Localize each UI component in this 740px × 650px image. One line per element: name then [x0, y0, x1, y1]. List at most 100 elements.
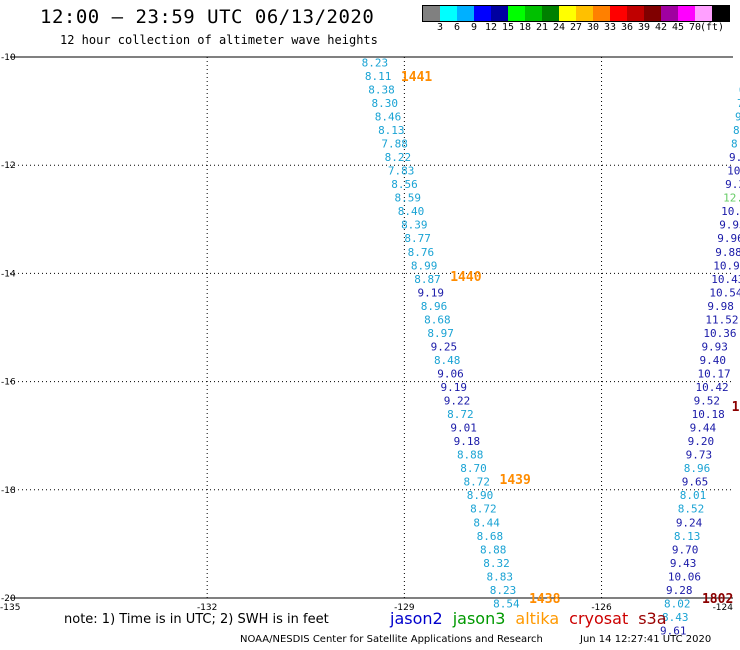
time-label: 1438 — [529, 592, 560, 607]
scale-swatch — [423, 6, 440, 21]
wave-height-label: 10.36 — [727, 165, 740, 178]
wave-height-label: 8.59 — [395, 192, 422, 205]
satellite-legend-item: s3a — [638, 609, 667, 628]
wave-height-label: 8.72 — [470, 503, 497, 516]
wave-height-label: 9.93 — [701, 340, 728, 353]
scale-label: (ft) — [699, 22, 725, 33]
satellite-legend-item: jason2 — [390, 609, 443, 628]
wave-height-label: 8.97 — [427, 327, 454, 340]
wave-height-label: 8.38 — [368, 83, 395, 96]
wave-height-label: 9.70 — [672, 543, 699, 556]
wave-height-label: 8.90 — [467, 489, 494, 502]
time-label: 1440 — [450, 270, 481, 285]
wave-height-label: 8.54 — [493, 597, 520, 610]
wave-height-label: 10.18 — [692, 408, 725, 421]
wave-height-label: 9.18 — [454, 435, 481, 448]
wave-height-label: 8.70 — [460, 462, 487, 475]
wave-height-label: 9.43 — [670, 557, 697, 570]
wave-height-label: 8.43 — [662, 611, 689, 624]
wave-height-label: 9.85 — [729, 151, 740, 164]
wave-height-label: 9.19 — [418, 286, 445, 299]
satellite-legend-item: altika — [515, 609, 560, 628]
wave-height-label: 8.32 — [483, 557, 510, 570]
lon-tick-label: -124 — [713, 603, 734, 613]
wave-height-label: 8.97 — [731, 138, 740, 151]
footer-credit: NOAA/NESDIS Center for Satellite Applica… — [240, 634, 543, 645]
scale-swatch — [593, 6, 610, 21]
wave-height-label: 8.13 — [674, 530, 701, 543]
wave-height-label: 8.39 — [401, 219, 428, 232]
wave-height-label: 10.94 — [713, 259, 740, 272]
wave-height-label: 9.20 — [688, 435, 715, 448]
time-label: 1441 — [401, 70, 432, 85]
wave-height-label: 9.98 — [707, 300, 734, 313]
scale-label: 21 — [535, 22, 549, 33]
satellite-legend: jason2 jason3 altika cryosat s3a — [390, 609, 667, 628]
wave-height-label: 9.00 — [735, 111, 740, 124]
lat-tick-label: -14 — [1, 269, 16, 279]
wave-height-label: 9.65 — [682, 476, 709, 489]
scale-label: 30 — [586, 22, 600, 33]
wave-height-label: 9.93 — [719, 219, 740, 232]
wave-height-label: 9.30 — [725, 178, 740, 191]
wave-height-label: 8.72 — [464, 476, 491, 489]
wave-height-label: 8.30 — [372, 97, 399, 110]
scale-swatch — [678, 6, 695, 21]
wave-height-label: 8.68 — [477, 530, 504, 543]
scale-swatch — [627, 6, 644, 21]
wave-height-label: 8.22 — [385, 151, 412, 164]
lon-tick-label: -132 — [197, 603, 217, 613]
scale-label: 12 — [484, 22, 498, 33]
wave-height-label: 8.96 — [684, 462, 711, 475]
scale-swatch — [542, 6, 559, 21]
wave-height-label: 8.83 — [487, 570, 513, 583]
wave-height-label: 9.24 — [676, 516, 703, 529]
wave-height-label: 8.02 — [664, 597, 691, 610]
wave-height-label: 10.06 — [668, 570, 701, 583]
scale-label: 15 — [501, 22, 515, 33]
page-subtitle: 12 hour collection of altimeter wave hei… — [60, 33, 378, 47]
wave-height-label: 9.73 — [686, 449, 713, 462]
wave-height-label: 7.88 — [381, 138, 408, 151]
wave-height-label: 9.52 — [694, 395, 721, 408]
wave-height-label: 8.23 — [490, 584, 517, 597]
wave-height-label: 8.48 — [434, 354, 461, 367]
satellite-legend-item: jason3 — [452, 609, 506, 628]
scale-swatch — [491, 6, 508, 21]
wave-height-label: 8.44 — [473, 516, 500, 529]
wave-height-label: 9.40 — [699, 354, 726, 367]
lon-tick-label: -129 — [394, 603, 415, 613]
scale-label: 33 — [603, 22, 617, 33]
lon-tick-label: -126 — [591, 603, 612, 613]
wave-height-label: 8.11 — [365, 70, 392, 83]
wave-height-label: 9.96 — [717, 232, 740, 245]
wave-height-label: 8.77 — [404, 232, 431, 245]
wave-height-label: 6.84 — [739, 83, 740, 96]
scale-swatch — [474, 6, 491, 21]
wave-height-label: 8.87 — [414, 273, 441, 286]
lon-tick-label: -135 — [0, 603, 20, 613]
wave-height-label: 8.68 — [424, 313, 451, 326]
wave-height-label: 10.17 — [698, 367, 731, 380]
wave-height-label: 8.72 — [447, 408, 474, 421]
scale-swatch — [695, 6, 712, 21]
color-scale-bar — [422, 5, 730, 22]
scale-swatch — [440, 6, 457, 21]
lat-tick-label: -18 — [1, 486, 16, 496]
scale-swatch — [712, 6, 729, 21]
wave-height-label: 7.83 — [388, 165, 415, 178]
wave-height-label: 8.13 — [378, 124, 405, 137]
wave-height-label: 8.52 — [678, 503, 705, 516]
wave-height-label: 10.36 — [703, 327, 736, 340]
scale-swatch — [576, 6, 593, 21]
wave-height-label: 8.56 — [391, 178, 418, 191]
scale-swatch — [559, 6, 576, 21]
scale-label: 45 — [671, 22, 685, 33]
scale-swatch — [644, 6, 661, 21]
scale-swatch — [508, 6, 525, 21]
footer-timestamp: Jun 14 12:27:41 UTC 2020 — [580, 634, 712, 645]
scale-swatch — [661, 6, 678, 21]
wave-height-label: 9.19 — [441, 381, 468, 394]
scale-label: 3 — [436, 22, 444, 33]
wave-height-label: 8.96 — [421, 300, 448, 313]
